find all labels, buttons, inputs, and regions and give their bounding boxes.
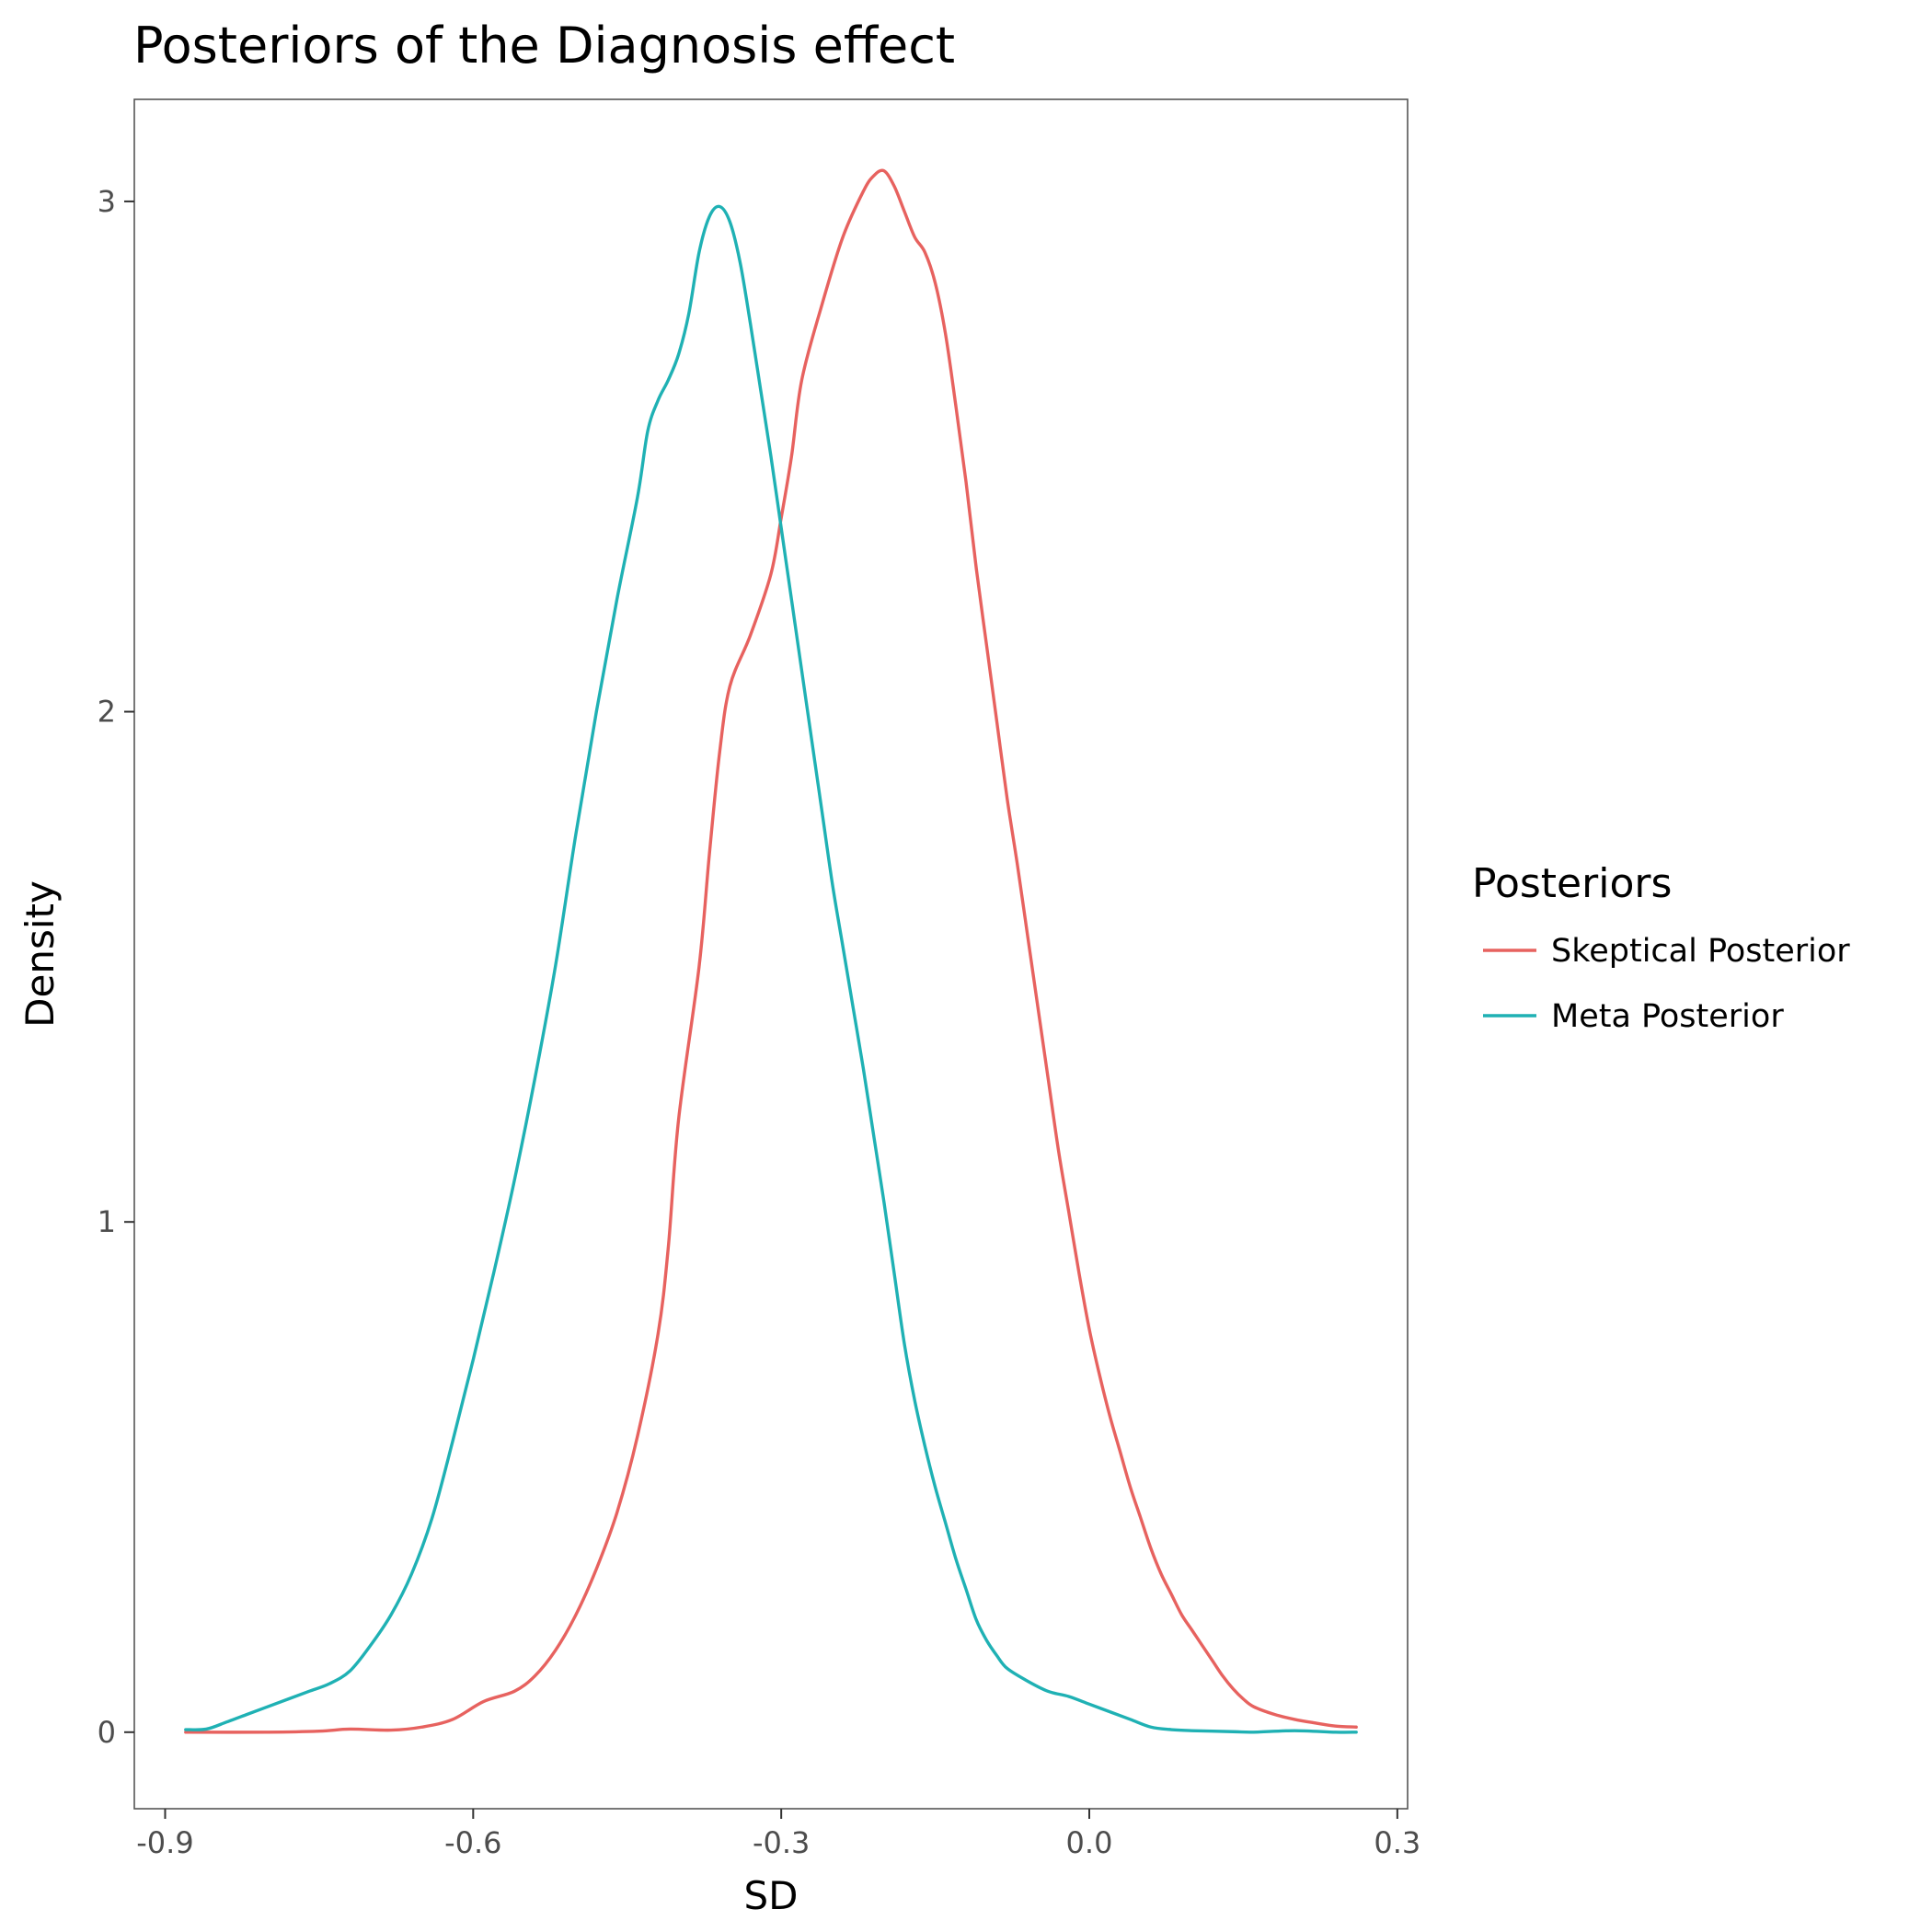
legend-items: Skeptical Posterior Meta Posterior — [1483, 933, 1850, 1035]
y-tick-label: 0 — [98, 1715, 116, 1750]
legend-title: Posteriors — [1472, 860, 1672, 907]
y-tick-label: 2 — [98, 695, 116, 730]
chart-title: Posteriors of the Diagnosis effect — [133, 17, 955, 75]
legend-label-0: Skeptical Posterior — [1551, 933, 1850, 970]
y-axis-title: Density — [17, 880, 63, 1028]
y-tick-label: 1 — [98, 1204, 116, 1239]
x-tick-label: 0.0 — [1066, 1825, 1113, 1860]
plot-panel — [133, 98, 1409, 1810]
x-axis: -0.9 -0.6 -0.3 0.0 0.3 — [136, 1809, 1420, 1860]
series-line-1 — [184, 204, 1358, 1734]
y-axis: 0 1 2 3 — [98, 184, 134, 1750]
y-tick-label: 3 — [98, 184, 116, 219]
panel-border — [133, 98, 1409, 1810]
series-layer — [184, 168, 1358, 1734]
series-line-0 — [184, 168, 1358, 1734]
x-tick-label: -0.9 — [136, 1825, 193, 1860]
x-axis-title: SD — [743, 1873, 798, 1918]
x-tick-label: 0.3 — [1374, 1825, 1420, 1860]
legend: Posteriors Skeptical Posterior Meta Poste… — [1472, 860, 1850, 1035]
x-tick-label: -0.6 — [444, 1825, 501, 1860]
x-tick-label: -0.3 — [753, 1825, 810, 1860]
legend-label-1: Meta Posterior — [1551, 998, 1784, 1035]
